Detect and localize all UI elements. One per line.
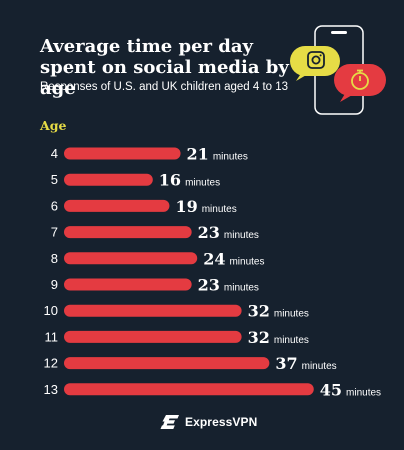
bar <box>64 278 192 291</box>
bar-unit-label: minutes <box>346 387 381 398</box>
bar <box>64 173 153 186</box>
bar <box>64 330 242 343</box>
age-tick-label: 4 <box>51 146 58 161</box>
age-tick-label: 13 <box>44 382 58 397</box>
bar-value-label: 23 <box>198 223 220 242</box>
bar-unit-label: minutes <box>224 283 259 294</box>
bar-unit-label: minutes <box>274 309 309 320</box>
bar <box>64 252 198 265</box>
chart-subtitle: Responses of U.S. and UK children aged 4… <box>40 81 289 93</box>
bar-value-label: 37 <box>275 354 297 373</box>
stopwatch-icon <box>334 64 386 102</box>
bar-unit-label: minutes <box>202 204 237 215</box>
footer-brand: ExpressVPN <box>160 414 257 430</box>
bar-value-label: 32 <box>248 302 270 321</box>
age-tick-label: 11 <box>45 329 59 344</box>
bar <box>64 383 314 396</box>
age-tick-label: 10 <box>44 303 58 318</box>
phone-illustration <box>290 25 386 115</box>
age-tick-label: 7 <box>51 225 58 240</box>
bar <box>64 357 270 370</box>
bar-value-label: 19 <box>175 197 197 216</box>
bar-unit-label: minutes <box>302 361 337 372</box>
age-tick-label: 12 <box>44 356 58 371</box>
bar <box>64 304 242 317</box>
y-axis-label: Age <box>40 118 67 133</box>
bar <box>64 199 170 212</box>
age-tick-label: 8 <box>51 251 58 266</box>
bar-unit-label: minutes <box>274 335 309 346</box>
bar <box>64 147 181 160</box>
bar-unit-label: minutes <box>229 256 264 267</box>
chart-title: Average time per day spent on social med… <box>40 36 289 99</box>
bar-unit-label: minutes <box>213 152 248 163</box>
bar <box>64 226 192 239</box>
bar-value-label: 32 <box>248 328 270 347</box>
age-tick-label: 6 <box>51 198 58 213</box>
age-tick-label: 9 <box>51 277 58 292</box>
bar-value-label: 16 <box>159 171 181 190</box>
bar-value-label: 23 <box>198 276 220 295</box>
bar-chart: 4 21 minutes 5 16 minutes 6 19 minutes 7 23 minutes… <box>44 145 382 400</box>
bar-unit-label: minutes <box>224 230 259 241</box>
bar-unit-label: minutes <box>185 178 220 189</box>
instagram-icon <box>290 46 340 81</box>
bar-value-label: 24 <box>203 249 225 268</box>
bar-value-label: 21 <box>187 145 209 164</box>
brand-name: ExpressVPN <box>185 415 258 429</box>
age-tick-label: 5 <box>51 172 58 187</box>
bar-value-label: 45 <box>320 380 342 399</box>
expressvpn-logo-icon <box>160 415 179 429</box>
